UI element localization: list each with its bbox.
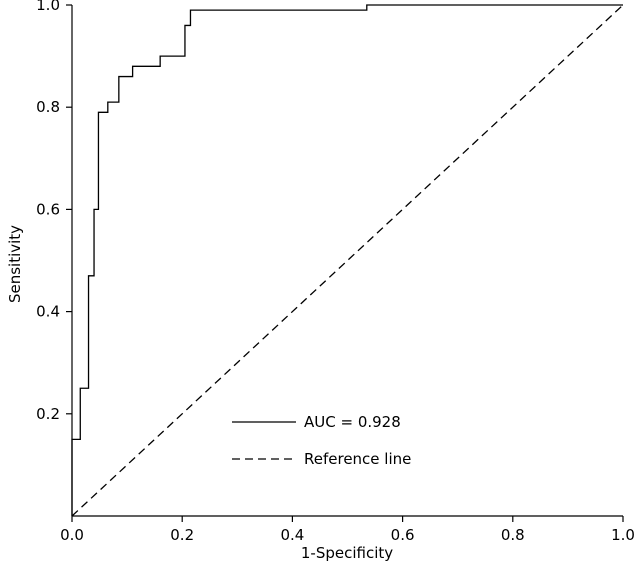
reference-line	[71, 4, 624, 517]
y-tick-label: 0.2	[36, 405, 60, 423]
y-axis-title: Sensitivity	[6, 225, 24, 303]
y-axis: 0.2 0.4 0.6 0.8 1.0	[36, 0, 73, 516]
legend-label-reference: Reference line	[304, 450, 411, 468]
x-tick-label: 0.0	[60, 526, 84, 544]
x-axis-title: 1-Specificity	[301, 544, 393, 562]
y-tick-label: 0.6	[36, 200, 60, 218]
roc-curve	[71, 4, 623, 516]
y-tick-label: 0.4	[36, 303, 60, 321]
series-layer	[71, 4, 624, 517]
y-tick-label: 0.8	[36, 98, 60, 116]
x-tick-label: 0.4	[280, 526, 304, 544]
x-axis: 0.0 0.2 0.4 0.6 0.8 1.0	[60, 515, 635, 544]
legend-label-roc: AUC = 0.928	[304, 413, 401, 431]
x-tick-label: 1.0	[611, 526, 635, 544]
legend: AUC = 0.928 Reference line	[232, 413, 411, 468]
x-tick-label: 0.8	[501, 526, 525, 544]
x-tick-label: 0.2	[170, 526, 194, 544]
y-tick-label: 1.0	[36, 0, 60, 14]
x-tick-label: 0.6	[391, 526, 415, 544]
